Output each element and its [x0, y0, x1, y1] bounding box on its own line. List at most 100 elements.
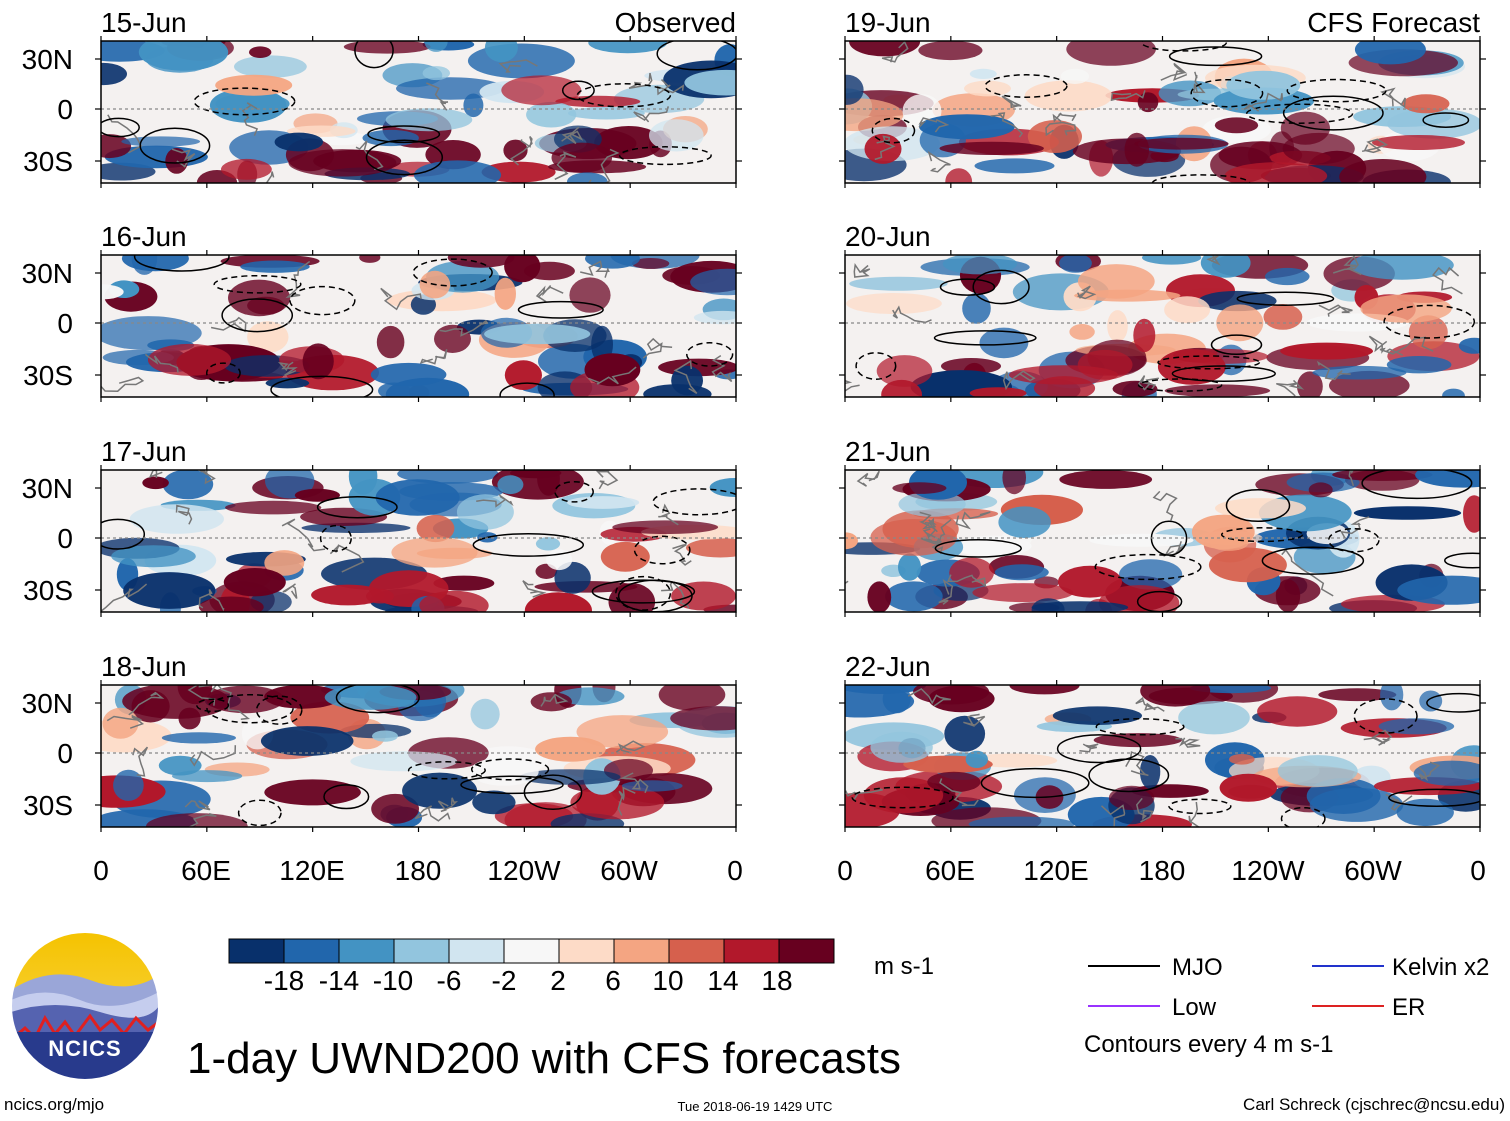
- panel-date-title: 20-Jun: [845, 221, 931, 252]
- mjo-contour: [591, 579, 696, 604]
- map-panel: 30N 0 30S 16-Jun: [22, 221, 742, 402]
- colorbar-swatch: [228, 938, 285, 964]
- wind-anomaly-blob: [1318, 688, 1397, 702]
- wind-anomaly-blob: [524, 592, 592, 612]
- colorbar-units: m s-1: [874, 953, 934, 980]
- coastline: [1385, 793, 1413, 811]
- colorbar-tick-label: 18: [761, 965, 792, 996]
- wind-anomaly-blob: [1380, 685, 1404, 711]
- mjo-contour: [133, 255, 230, 272]
- wind-anomaly-blob: [419, 590, 489, 612]
- coastline: [892, 305, 932, 324]
- coastline: [241, 102, 259, 136]
- mjo-contour: [412, 258, 493, 287]
- colorbar-swatch: [613, 938, 670, 964]
- mjo-contour: [354, 41, 394, 69]
- coastline: [1135, 696, 1165, 712]
- mjo-contour: [323, 784, 370, 810]
- coastline: [210, 316, 247, 333]
- x-tick-label: 60W: [1344, 855, 1402, 886]
- x-tick-label: 120E: [1023, 855, 1088, 886]
- footer-url: ncics.org/mjo: [4, 1095, 104, 1114]
- wind-anomaly-blob: [845, 532, 858, 550]
- wind-anomaly-blob: [1134, 137, 1229, 150]
- wind-anomaly-blob: [1027, 120, 1082, 153]
- wind-anomaly-blob: [234, 55, 307, 78]
- coastline: [522, 580, 547, 598]
- wind-anomaly-blob: [939, 141, 1044, 155]
- panel-date-title: 15-Jun: [101, 7, 187, 38]
- wind-anomaly-blob: [503, 139, 528, 162]
- mjo-contour: [1422, 112, 1470, 128]
- mjo-contour: [1444, 552, 1480, 569]
- panel-date-title: 16-Jun: [101, 221, 187, 252]
- coastline: [845, 379, 860, 392]
- wind-anomaly-blob: [1176, 348, 1269, 364]
- wind-anomaly-blob: [1209, 535, 1249, 551]
- coastline: [672, 543, 692, 566]
- wind-anomaly-blob: [1312, 365, 1407, 380]
- coastline: [540, 693, 569, 707]
- wind-anomaly-blob: [215, 74, 293, 96]
- wind-anomaly-blob: [876, 355, 933, 387]
- wind-anomaly-blob: [570, 785, 665, 820]
- mjo-contour: [851, 786, 954, 809]
- wind-anomaly-blob: [693, 310, 736, 325]
- wind-anomaly-blob: [1216, 304, 1264, 342]
- wind-anomaly-blob: [845, 74, 864, 105]
- wind-anomaly-blob: [551, 142, 613, 173]
- wind-anomaly-blob: [469, 757, 539, 786]
- coastline: [633, 106, 670, 123]
- colorbar-tick-label: -18: [264, 965, 304, 996]
- wind-anomaly-blob: [221, 158, 272, 180]
- wind-anomaly-blob: [484, 323, 591, 345]
- mjo-contour: [1095, 718, 1185, 736]
- wind-anomaly-blob: [1297, 371, 1323, 397]
- x-axis-left: 0 60E 120E 180 120W 60W 0: [93, 855, 743, 886]
- mjo-contour: [1168, 798, 1232, 815]
- wind-anomaly-blob: [497, 475, 524, 495]
- wind-anomaly-blob: [113, 769, 144, 801]
- wind-anomaly-blob: [413, 160, 502, 183]
- mjo-contour: [686, 342, 734, 367]
- y-tick-label: 30S: [23, 146, 73, 177]
- mjo-contour: [1245, 103, 1354, 124]
- coastline: [1188, 801, 1201, 827]
- wind-anomaly-blob: [690, 268, 736, 296]
- wind-anomaly-blob: [1396, 798, 1454, 827]
- coastline: [380, 287, 422, 311]
- x-tick-label: 60W: [600, 855, 658, 886]
- wind-anomaly-blob: [249, 46, 272, 58]
- wind-anomaly-blob: [172, 770, 243, 783]
- wind-anomaly-blob: [867, 581, 892, 612]
- colorbar-swatch: [448, 938, 505, 964]
- mjo-contour: [1210, 334, 1263, 356]
- wind-anomaly-blob: [1058, 565, 1122, 598]
- colorbar-swatch: [393, 938, 450, 964]
- mjo-contour: [934, 539, 1022, 558]
- wind-anomaly-blob: [568, 106, 645, 120]
- wind-anomaly-blob: [1219, 773, 1277, 802]
- mjo-contour: [656, 41, 736, 71]
- mjo-contour: [101, 117, 140, 138]
- x-tick-label: 60E: [181, 855, 231, 886]
- wind-anomaly-blob: [1124, 132, 1150, 167]
- x-tick-label: 0: [1470, 855, 1486, 886]
- coastline: [990, 112, 1024, 138]
- mjo-contour: [1388, 788, 1480, 807]
- mjo-contour: [1261, 546, 1365, 575]
- coastline: [1348, 470, 1355, 487]
- panel-date-title: 19-Jun: [845, 7, 931, 38]
- wind-anomaly-blob: [470, 698, 500, 730]
- wind-anomaly-blob: [1060, 68, 1090, 84]
- y-tick-label: 30S: [23, 575, 73, 606]
- wind-anomaly-blob: [416, 514, 455, 543]
- mjo-contour: [205, 362, 241, 384]
- mjo-contour: [1280, 806, 1326, 827]
- colorbar: -18 -14 -10 -6 -2 2 6 10 14 18 m s-1: [228, 938, 934, 996]
- wind-anomaly-blob: [1397, 575, 1480, 605]
- colorbar-swatch: [668, 938, 725, 964]
- wind-anomaly-blob: [649, 119, 704, 152]
- mjo-contour: [1236, 291, 1335, 306]
- wind-anomaly-blob: [631, 258, 670, 269]
